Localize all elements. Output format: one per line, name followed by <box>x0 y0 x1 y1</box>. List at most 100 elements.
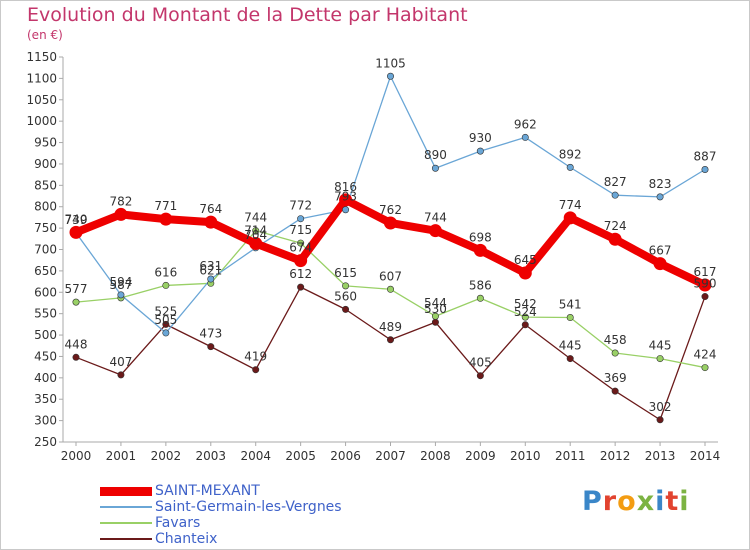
data-point-saint-mexant <box>518 266 532 280</box>
data-label-favars: 616 <box>154 265 177 279</box>
data-point-saint-mexant <box>473 243 487 257</box>
data-point-saint-mexant <box>698 278 712 292</box>
data-label-chanteix: 407 <box>109 355 132 369</box>
data-label-saint-germain: 631 <box>199 259 222 273</box>
x-tick-label: 2002 <box>151 449 182 463</box>
data-label-saint-germain: 704 <box>244 228 267 242</box>
data-label-saint-germain: 962 <box>514 117 537 131</box>
data-label-chanteix: 473 <box>199 327 222 341</box>
data-point-favars <box>566 314 574 322</box>
y-tick-label: 400 <box>34 371 57 385</box>
x-tick-label: 2007 <box>375 449 406 463</box>
series-line-favars <box>75 230 706 369</box>
data-point-saint-mexant <box>339 193 353 207</box>
chart-title: Evolution du Montant de la Dette par Hab… <box>27 4 468 26</box>
data-point-saint-germain <box>656 193 664 201</box>
data-label-chanteix: 489 <box>379 320 402 334</box>
data-point-chanteix <box>566 355 574 363</box>
data-label-favars: 542 <box>514 297 537 311</box>
x-tick-label: 2000 <box>61 449 92 463</box>
data-label-saint-germain: 823 <box>649 177 672 191</box>
x-tick-label: 2001 <box>106 449 137 463</box>
data-label-favars: 621 <box>199 263 222 277</box>
data-point-saint-mexant <box>69 225 83 239</box>
legend-swatch-saint-germain <box>100 506 152 508</box>
data-point-saint-mexant <box>204 215 218 229</box>
data-label-chanteix: 524 <box>514 305 537 319</box>
data-point-saint-germain <box>297 215 305 223</box>
x-tick-label: 2010 <box>510 449 541 463</box>
x-tick-label: 2013 <box>645 449 676 463</box>
data-label-favars: 587 <box>109 278 132 292</box>
logo-letter: r <box>602 486 618 517</box>
data-point-favars <box>656 355 664 363</box>
data-point-saint-germain <box>342 206 350 214</box>
data-point-chanteix <box>207 343 215 351</box>
data-point-saint-germain <box>207 275 215 283</box>
y-tick-label: 450 <box>34 349 57 363</box>
data-point-chanteix <box>431 318 439 326</box>
data-label-saint-mexant: 667 <box>649 244 672 258</box>
x-tick-label: 2008 <box>420 449 451 463</box>
data-point-favars <box>476 294 484 302</box>
data-label-saint-mexant: 740 <box>65 212 88 226</box>
logo-letter: i <box>679 486 690 517</box>
data-label-saint-mexant: 771 <box>154 199 177 213</box>
data-label-chanteix: 530 <box>424 302 447 316</box>
data-point-chanteix <box>117 371 125 379</box>
data-label-saint-mexant: 774 <box>559 198 582 212</box>
data-point-saint-germain <box>521 133 529 141</box>
legend-swatch-saint-mexant <box>100 487 152 496</box>
data-label-saint-mexant: 744 <box>424 211 447 225</box>
y-tick-label: 1050 <box>26 93 57 107</box>
y-tick-label: 1150 <box>26 50 57 64</box>
data-point-chanteix <box>72 353 80 361</box>
data-label-saint-mexant: 782 <box>109 194 132 208</box>
data-label-favars: 458 <box>604 333 627 347</box>
legend-label-chanteix: Chanteix <box>155 531 218 547</box>
data-point-saint-mexant <box>563 211 577 225</box>
legend-swatch-favars <box>100 522 152 524</box>
logo-letter: x <box>636 486 656 517</box>
y-tick-label: 550 <box>34 307 57 321</box>
data-point-favars <box>252 227 260 235</box>
data-point-chanteix <box>386 336 394 344</box>
data-label-saint-mexant: 714 <box>244 224 267 238</box>
data-point-favars <box>386 285 394 293</box>
y-tick-label: 1000 <box>26 114 57 128</box>
y-tick-label: 700 <box>34 243 57 257</box>
data-point-favars <box>611 349 619 357</box>
proxiti-logo: Proxiti <box>582 486 690 517</box>
data-point-saint-mexant <box>159 212 173 226</box>
data-point-saint-mexant <box>114 207 128 221</box>
unit-label: (en €) <box>27 28 63 42</box>
data-point-saint-mexant <box>428 224 442 238</box>
data-label-favars: 586 <box>469 278 492 292</box>
data-label-chanteix: 369 <box>604 371 627 385</box>
data-point-saint-germain <box>117 291 125 299</box>
y-tick-label: 350 <box>34 392 57 406</box>
data-point-chanteix <box>342 305 350 313</box>
y-tick-label: 600 <box>34 285 57 299</box>
y-tick-label: 1100 <box>26 71 57 85</box>
data-label-saint-germain: 505 <box>154 313 177 327</box>
data-point-favars <box>521 313 529 321</box>
data-label-chanteix: 302 <box>649 400 672 414</box>
data-label-favars: 424 <box>694 348 717 362</box>
data-label-saint-mexant: 764 <box>199 202 222 216</box>
data-point-chanteix <box>476 372 484 380</box>
logo-letter: t <box>665 486 680 517</box>
y-tick-label: 750 <box>34 221 57 235</box>
data-point-saint-mexant <box>653 257 667 271</box>
data-point-favars <box>342 282 350 290</box>
data-point-saint-germain <box>476 147 484 155</box>
data-point-saint-germain <box>162 329 170 337</box>
legend-swatch-chanteix <box>100 538 152 540</box>
data-label-saint-germain: 930 <box>469 131 492 145</box>
data-label-saint-mexant: 816 <box>334 180 357 194</box>
legend-label-favars: Favars <box>155 515 201 531</box>
data-label-saint-germain: 772 <box>289 199 312 213</box>
data-label-chanteix: 419 <box>244 350 267 364</box>
